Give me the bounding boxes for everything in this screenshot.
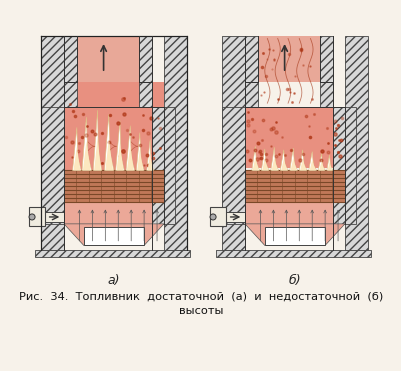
Bar (45, 212, 64, 222)
Polygon shape (116, 143, 123, 170)
Bar (83, 227, 144, 245)
Polygon shape (326, 155, 332, 170)
Text: a): a) (107, 274, 120, 287)
Polygon shape (270, 147, 278, 170)
Polygon shape (251, 146, 259, 170)
Bar (210, 207, 225, 226)
Bar (221, 108, 244, 224)
Polygon shape (289, 148, 297, 170)
Bar (319, 36, 332, 82)
Bar (225, 212, 244, 222)
Polygon shape (115, 121, 124, 170)
Bar (264, 227, 324, 245)
Polygon shape (104, 114, 113, 170)
Polygon shape (147, 153, 152, 170)
Polygon shape (82, 117, 91, 170)
Bar (244, 108, 344, 168)
Polygon shape (271, 158, 277, 170)
Polygon shape (279, 150, 288, 170)
Polygon shape (73, 127, 81, 170)
Bar (41, 108, 64, 224)
Polygon shape (137, 150, 143, 170)
Polygon shape (105, 139, 113, 170)
Polygon shape (290, 158, 296, 170)
Bar (244, 202, 344, 224)
Polygon shape (309, 160, 315, 170)
Circle shape (29, 214, 35, 220)
Polygon shape (127, 146, 134, 170)
Bar (41, 36, 64, 250)
Text: Рис.  34.  Топливник  достаточной  (а)  и  недостаточной  (б): Рис. 34. Топливник достаточной (а) и нед… (19, 291, 382, 301)
Bar (64, 170, 164, 202)
Polygon shape (126, 126, 134, 170)
Text: б): б) (288, 274, 300, 287)
Bar (77, 36, 139, 82)
Polygon shape (73, 147, 80, 170)
Bar (244, 82, 257, 108)
Bar (344, 36, 367, 250)
Bar (29, 207, 45, 226)
Polygon shape (308, 151, 316, 170)
Bar (139, 36, 152, 82)
Polygon shape (94, 137, 101, 170)
Bar (164, 36, 187, 250)
Bar (319, 82, 332, 108)
Text: высоты: высоты (178, 306, 223, 316)
Polygon shape (318, 153, 324, 170)
Polygon shape (244, 224, 344, 245)
Bar (215, 250, 370, 257)
Bar (244, 36, 257, 82)
Polygon shape (93, 110, 101, 170)
Polygon shape (261, 158, 267, 170)
Bar (221, 36, 244, 250)
Polygon shape (252, 157, 258, 170)
Bar (139, 82, 152, 108)
Polygon shape (64, 224, 164, 245)
Bar (64, 82, 164, 170)
Polygon shape (261, 149, 268, 170)
Polygon shape (83, 141, 91, 170)
Bar (152, 108, 175, 224)
Polygon shape (298, 150, 306, 170)
Bar (64, 36, 77, 82)
Polygon shape (327, 162, 331, 170)
Polygon shape (318, 161, 324, 170)
Bar (64, 82, 164, 170)
Bar (332, 108, 355, 224)
Polygon shape (280, 159, 286, 170)
Circle shape (210, 214, 216, 220)
Bar (64, 202, 164, 224)
Polygon shape (146, 139, 153, 170)
Polygon shape (300, 159, 306, 170)
Bar (244, 170, 344, 202)
Bar (34, 250, 189, 257)
Polygon shape (136, 132, 144, 170)
Bar (64, 82, 77, 108)
Bar (257, 36, 319, 82)
